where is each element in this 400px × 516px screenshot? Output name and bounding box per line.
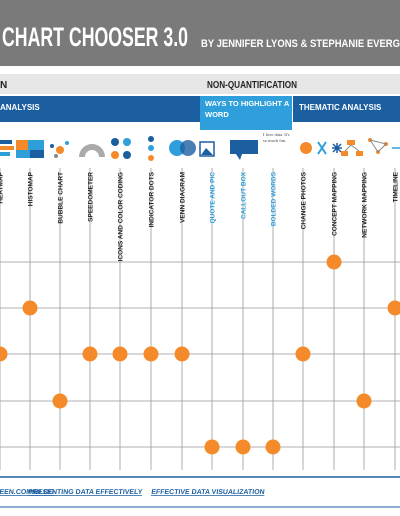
dot: [387, 300, 400, 316]
column-label: CALLOUT BOX: [241, 171, 248, 219]
section-band: [0, 74, 400, 94]
column-label: BOLDED WORDS: [271, 171, 278, 226]
group-label: THEMATIC ANALYSIS: [299, 103, 382, 112]
dot: [52, 393, 68, 409]
column-label: NETWORK MAPPING: [362, 172, 369, 238]
column-label: CHANGE PHOTOS: [301, 171, 308, 229]
group-label: WAYS TO HIGHLIGHT A WORD: [205, 99, 290, 119]
group-band: [200, 96, 292, 130]
columns: HEATMAP HISTOMAP BUBBLE CHART SPEEDOMETER IC…: [0, 171, 400, 261]
column-label: SPEEDOMETER: [88, 172, 95, 222]
column-label: HISTOMAP: [28, 171, 35, 206]
footer-link: EFFECTIVE DATA VISUALIZATION: [151, 489, 265, 496]
icon-text-box: I love data. It's so much fun.: [263, 132, 290, 143]
dot: [265, 439, 281, 455]
dot: [204, 439, 220, 455]
group-label: ANALYSIS: [0, 103, 40, 112]
byline: BY JENNIFER LYONS & STEPHANIE EVERG: [201, 38, 400, 50]
dot: [112, 346, 128, 362]
footer-link: PRESENTING DATA EFFECTIVELY: [28, 489, 143, 496]
header-band: [0, 0, 400, 66]
column-label: QUOTE AND PIC: [210, 172, 217, 224]
dot: [356, 393, 372, 409]
title: CHART CHOOSER 3.0: [2, 22, 188, 52]
dot: [143, 346, 159, 362]
section-label: N: [0, 80, 7, 91]
column-label: BUBBLE CHART: [58, 172, 65, 224]
group-label-box: WAYS TO HIGHLIGHT A WORD: [205, 99, 290, 119]
dot: [295, 346, 311, 362]
footer-link: HANIEEVERGREEN.COM/BLOG: [0, 489, 55, 496]
column-label: INDICATOR DOTS: [149, 171, 156, 227]
section-label: NON-QUANTIFICATION: [207, 80, 297, 91]
column-label: CONCEPT MAPPING: [332, 172, 339, 236]
dot: [0, 346, 8, 362]
column-label: HEATMAP: [0, 171, 5, 203]
icons: [0, 136, 400, 161]
dot: [22, 300, 38, 316]
group-band: [0, 96, 200, 122]
column-label: VENN DIAGRAM: [180, 172, 187, 223]
dot: [174, 346, 190, 362]
icon-text: I love data. It's so much fun.: [263, 132, 290, 143]
dot: [326, 254, 342, 270]
dot: [82, 346, 98, 362]
group-band: [293, 96, 400, 122]
dot: [235, 439, 251, 455]
column-label: ICONS AND COLOR CODING: [118, 172, 125, 261]
grid: [0, 168, 400, 470]
column-label: TIMELINE: [393, 171, 400, 202]
